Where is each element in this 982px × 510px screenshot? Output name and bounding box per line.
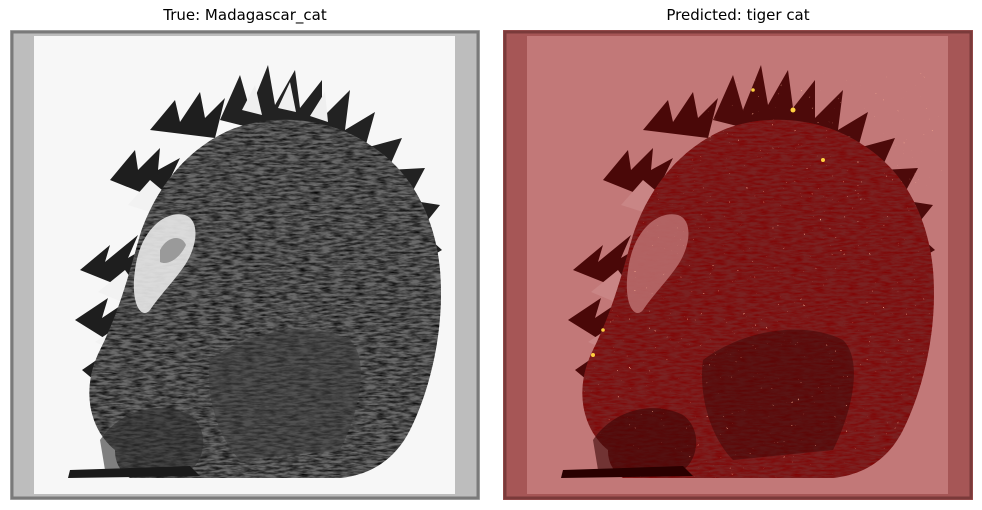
true-label-panel: True: Madagascar_cat	[10, 0, 480, 510]
prediction-panel: Predicted: tiger cat	[503, 0, 973, 510]
heatmap-image	[503, 30, 973, 500]
lemur-heatmap-overlay	[503, 30, 973, 500]
prediction-title: Predicted: tiger cat	[666, 6, 810, 24]
original-image	[10, 30, 480, 500]
true-label-title: True: Madagascar_cat	[163, 6, 327, 24]
lemur-etching-image	[10, 30, 480, 500]
